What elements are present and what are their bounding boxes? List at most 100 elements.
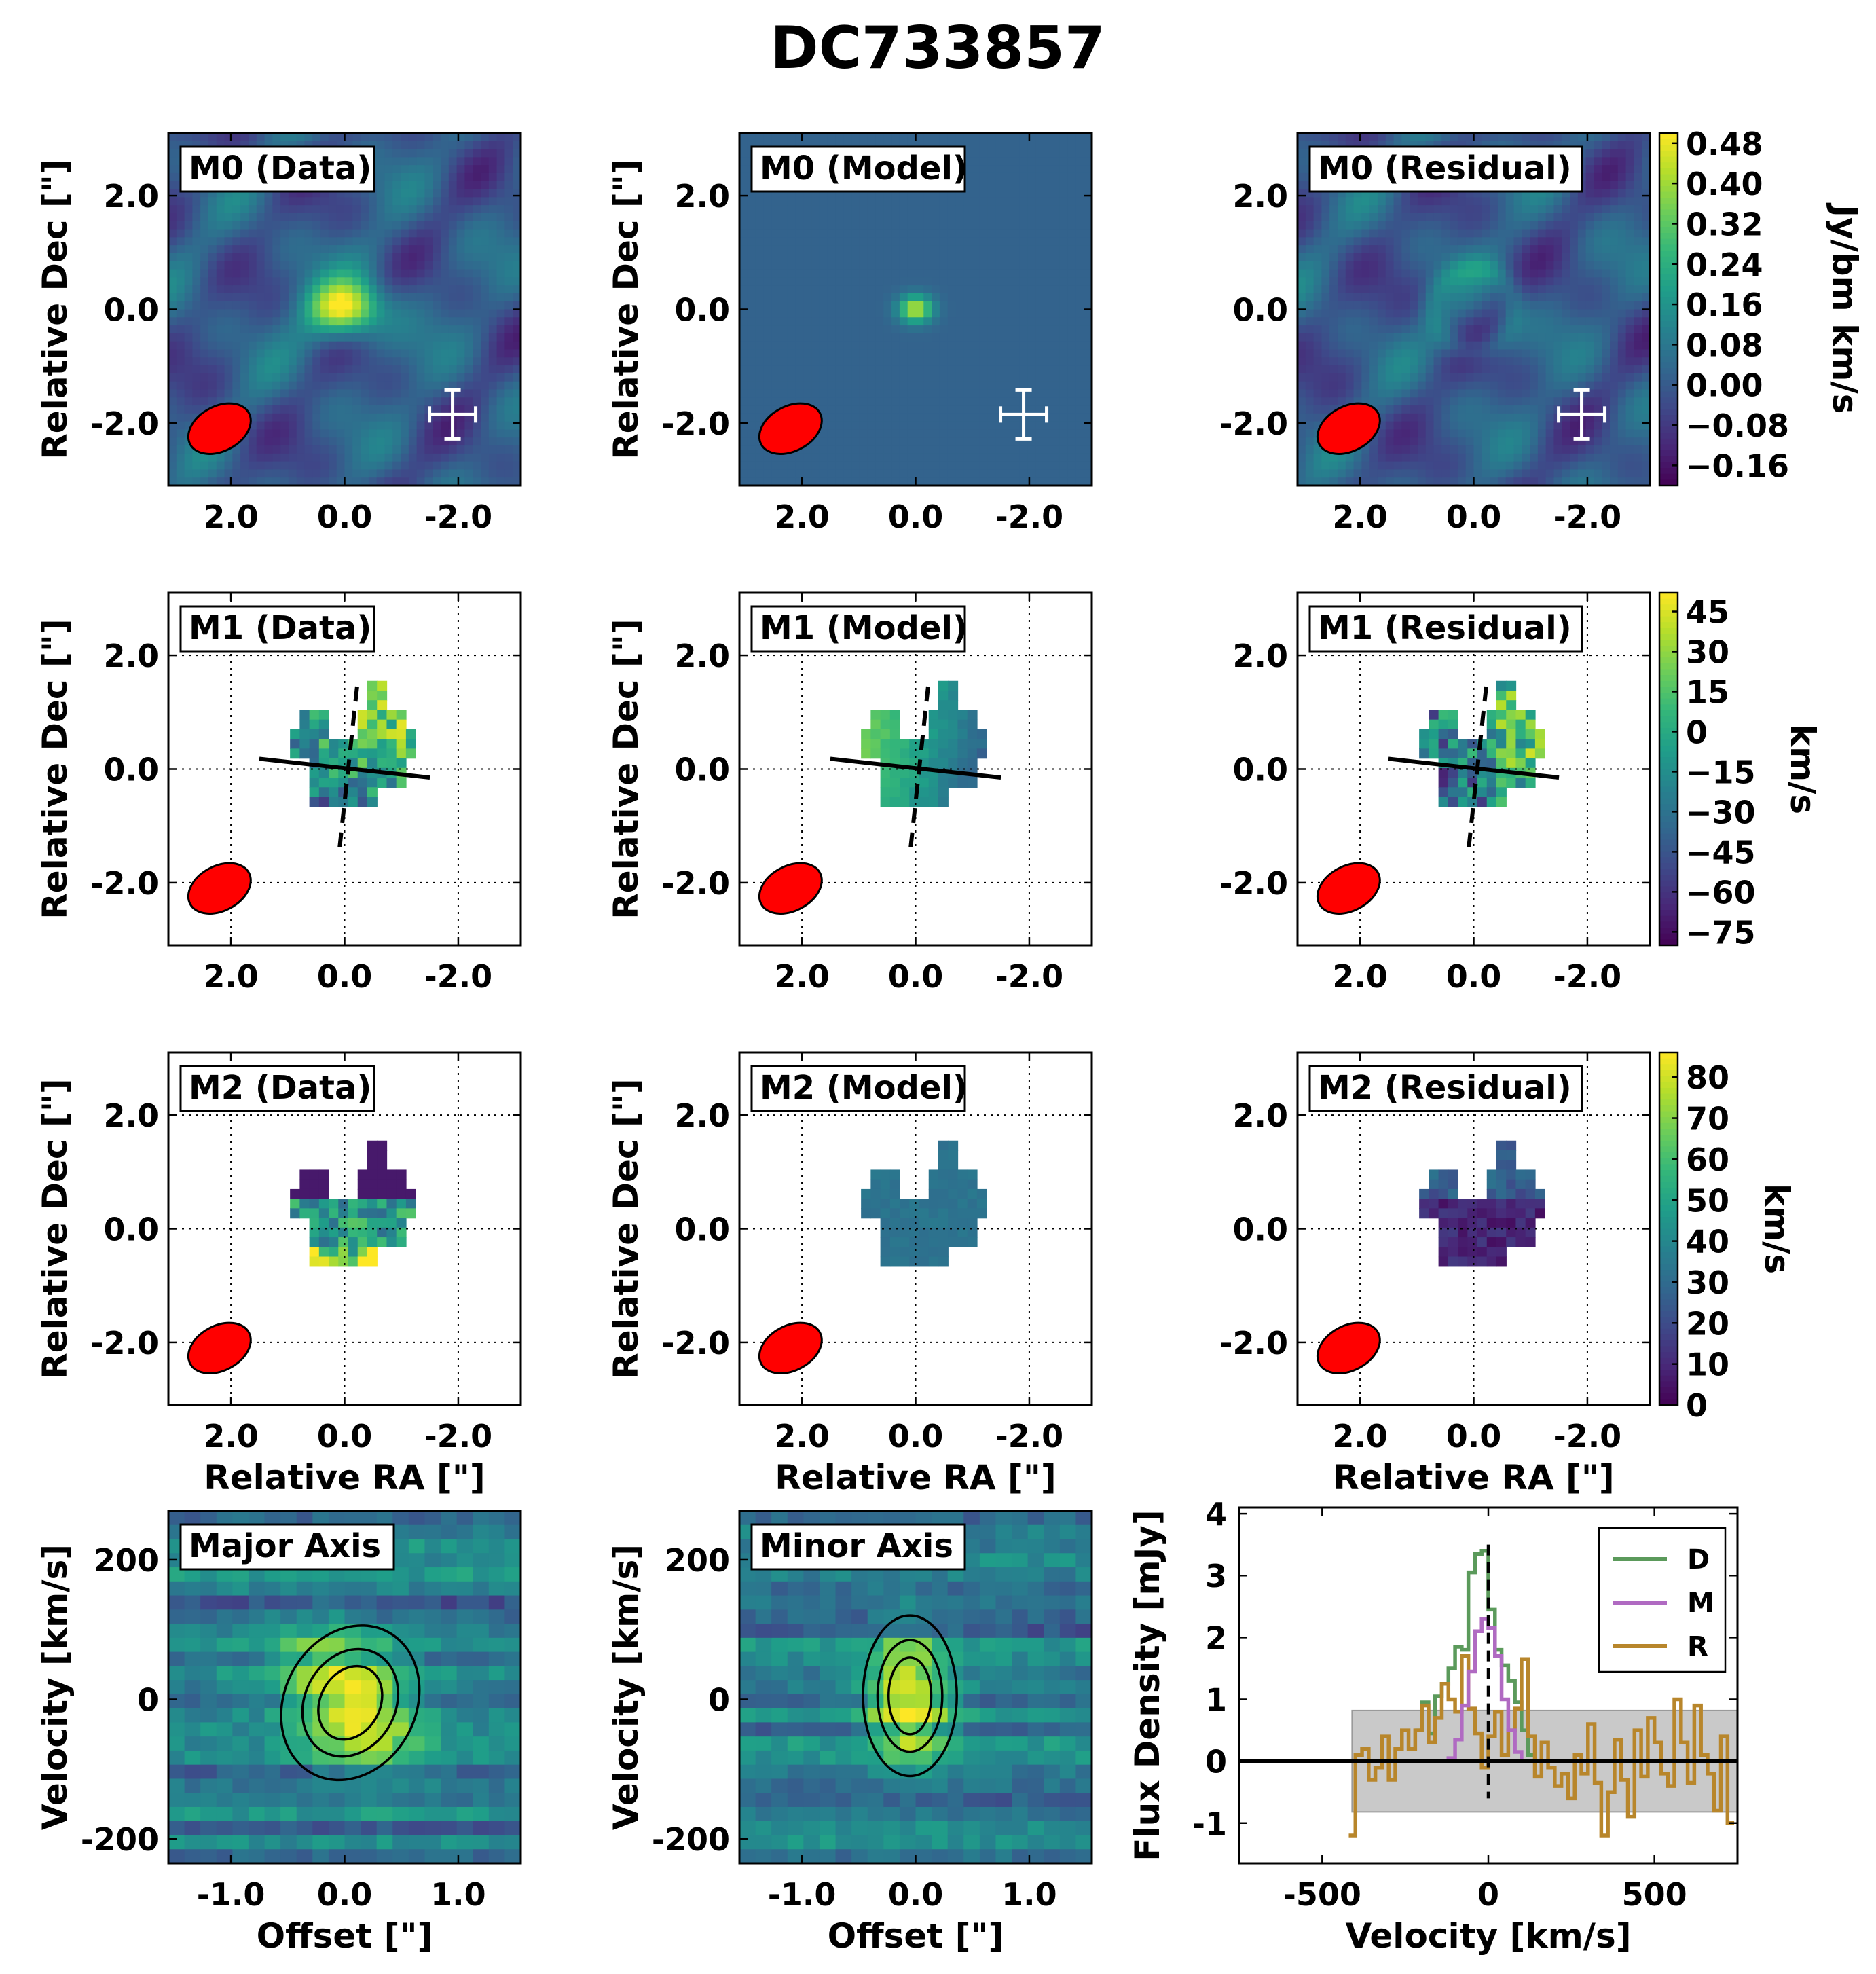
map-pixel	[456, 325, 466, 334]
map-pixel	[1385, 453, 1395, 462]
map-pixel	[1482, 197, 1490, 206]
map-pixel	[1059, 445, 1069, 454]
map-pixel	[433, 149, 441, 158]
map-pixel	[1067, 397, 1077, 406]
map-pixel	[488, 253, 498, 262]
map-pixel	[352, 253, 361, 262]
map-pixel	[1044, 293, 1052, 302]
map-pixel	[1417, 301, 1427, 310]
map-pixel	[883, 453, 892, 462]
map-pixel	[272, 389, 281, 398]
map-pixel	[216, 253, 225, 262]
map-pixel	[1067, 381, 1077, 390]
map-pixel	[176, 477, 185, 486]
map-pixel	[907, 133, 917, 142]
map-pixel	[739, 405, 748, 414]
map-pixel	[739, 245, 748, 254]
map-pixel	[867, 413, 877, 422]
map-pixel	[408, 172, 418, 182]
map-pixel	[376, 285, 386, 294]
map-pixel	[1067, 301, 1077, 310]
map-pixel	[1298, 237, 1306, 246]
map-pixel	[368, 133, 378, 142]
map-pixel	[288, 133, 297, 142]
map-pixel	[200, 213, 209, 222]
map-pixel	[755, 253, 765, 262]
map-pixel	[336, 325, 346, 334]
map-pixel	[835, 469, 845, 478]
map-pixel	[1019, 141, 1029, 150]
map-pixel	[899, 285, 908, 294]
map-pixel	[1441, 301, 1450, 310]
map-pixel	[939, 309, 949, 318]
map-pixel	[811, 221, 820, 230]
map-pixel	[883, 301, 892, 310]
map-pixel	[1369, 277, 1378, 286]
map-pixel	[208, 477, 217, 486]
map-pixel	[192, 381, 201, 390]
map-pixel	[328, 461, 337, 471]
map-pixel	[1353, 221, 1363, 230]
map-pixel	[1004, 421, 1012, 431]
map-pixel	[496, 261, 506, 270]
map-pixel	[513, 221, 521, 230]
map-pixel	[947, 461, 957, 471]
map-pixel	[192, 269, 201, 278]
map-pixel	[496, 189, 506, 198]
map-pixel	[376, 397, 386, 406]
map-pixel	[1425, 477, 1435, 486]
map-pixel	[1035, 261, 1044, 270]
map-pixel	[1298, 221, 1306, 230]
map-pixel	[344, 333, 353, 342]
m0-panel-0-error-cross	[428, 388, 478, 441]
map-pixel	[1035, 149, 1044, 158]
map-pixel	[779, 293, 788, 302]
map-pixel	[1450, 477, 1458, 486]
map-pixel	[1035, 445, 1044, 454]
map-pixel	[1345, 229, 1355, 238]
map-pixel	[504, 381, 513, 390]
map-pixel	[867, 229, 877, 238]
map-pixel	[932, 237, 940, 246]
map-pixel	[859, 293, 868, 302]
map-pixel	[1450, 421, 1458, 431]
map-pixel	[1457, 325, 1467, 334]
map-pixel	[416, 389, 426, 398]
map-pixel	[1465, 365, 1475, 374]
map-pixel	[851, 333, 860, 342]
map-pixel	[168, 469, 177, 478]
map-pixel	[1417, 205, 1427, 214]
map-pixel	[1012, 421, 1020, 431]
map-pixel	[504, 453, 513, 462]
map-pixel	[424, 357, 433, 366]
map-pixel	[827, 325, 836, 334]
map-pixel	[747, 221, 756, 230]
map-pixel	[972, 237, 980, 246]
map-pixel	[264, 365, 274, 374]
map-pixel	[272, 253, 281, 262]
map-pixel	[448, 325, 458, 334]
map-pixel	[408, 461, 418, 471]
map-pixel	[1012, 189, 1020, 198]
map-pixel	[891, 397, 900, 406]
map-pixel	[320, 381, 329, 390]
map-pixel	[771, 373, 780, 382]
map-pixel	[859, 445, 868, 454]
map-pixel	[995, 229, 1004, 238]
map-pixel	[488, 277, 498, 286]
map-pixel	[827, 421, 836, 431]
map-pixel	[1417, 453, 1427, 462]
map-pixel	[1377, 245, 1386, 254]
map-pixel	[972, 445, 980, 454]
map-pixel	[1393, 293, 1403, 302]
map-pixel	[747, 277, 756, 286]
map-pixel	[835, 221, 845, 230]
map-pixel	[280, 317, 289, 326]
map-pixel	[1377, 285, 1386, 294]
map-pixel	[739, 157, 748, 166]
map-pixel	[232, 333, 241, 342]
map-pixel	[795, 229, 805, 238]
map-pixel	[771, 325, 780, 334]
map-pixel	[1361, 133, 1370, 142]
map-pixel	[987, 317, 997, 326]
